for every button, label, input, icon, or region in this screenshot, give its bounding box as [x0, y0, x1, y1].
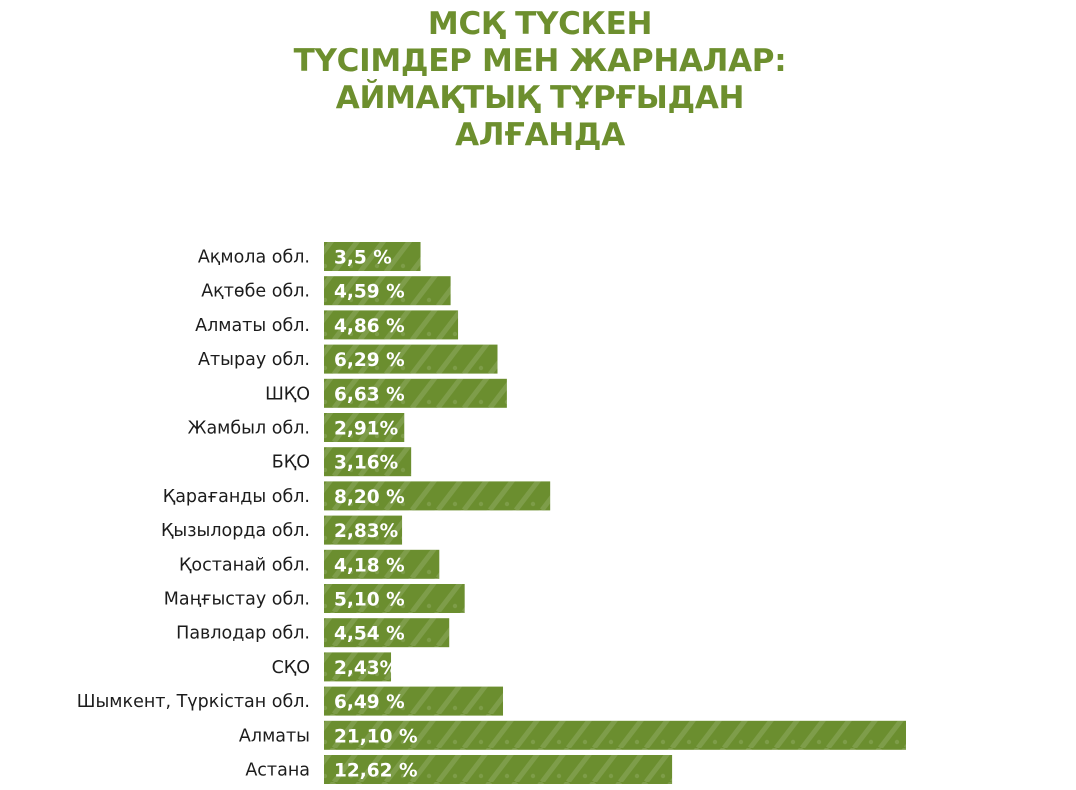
- category-label: Қарағанды обл.: [163, 487, 310, 507]
- bar-texture: [324, 344, 498, 374]
- category-label: Қостанай обл.: [179, 555, 310, 575]
- bar-texture: [324, 652, 392, 682]
- category-label: Ақтөбе обл.: [201, 282, 310, 302]
- title-line-4: АЛҒАНДА: [455, 117, 625, 153]
- bar-texture: [324, 549, 440, 579]
- bar: [324, 276, 451, 306]
- bar-texture: [324, 584, 465, 613]
- value-label: 6,29 %: [334, 350, 405, 371]
- title-line-3: АЙМАҚТЫҚ ТҰРҒЫДАН: [335, 80, 745, 116]
- value-label: 4,54 %: [334, 624, 405, 645]
- bar-texture: [324, 413, 405, 442]
- value-labels: 3,5 % 4,59 % 4,86 % 6,29 % 6,63 % 2,91% 3,16% 8…: [334, 248, 418, 782]
- bar: [324, 310, 459, 340]
- value-label: 4,18 %: [334, 555, 405, 576]
- value-label: 6,49 %: [334, 692, 405, 713]
- bar: [324, 515, 403, 545]
- title-line-1: МСҚ ТҮСКЕН: [427, 6, 653, 42]
- bar: [324, 413, 405, 442]
- category-label: Жамбыл обл.: [188, 419, 310, 439]
- category-label: СҚО: [272, 658, 310, 678]
- bars-group: [324, 242, 906, 784]
- value-label: 8,20 %: [334, 487, 405, 508]
- value-label: 6,63 %: [334, 384, 405, 405]
- category-label: БҚО: [272, 453, 310, 473]
- bar-texture: [324, 720, 906, 750]
- bar-texture: [324, 618, 450, 648]
- value-label: 21,10 %: [334, 726, 418, 747]
- bar: [324, 584, 465, 613]
- bar: [324, 618, 450, 648]
- bar: [324, 447, 412, 477]
- bar: [324, 720, 906, 750]
- bar: [324, 378, 507, 408]
- category-label: Қызылорда обл.: [161, 521, 310, 541]
- category-label: Астана: [245, 761, 310, 781]
- value-label: 2,43%: [334, 658, 398, 679]
- value-label: 4,86 %: [334, 316, 405, 337]
- category-label: Алматы: [239, 726, 310, 746]
- value-label: 12,62 %: [334, 761, 418, 782]
- value-label: 3,16%: [334, 453, 398, 474]
- bar: [324, 549, 440, 579]
- bar-texture: [324, 242, 421, 271]
- bar: [324, 686, 504, 716]
- bar-texture: [324, 378, 507, 408]
- category-label: Ақмола обл.: [198, 248, 310, 268]
- value-label: 3,5 %: [334, 248, 392, 269]
- bar-texture: [324, 481, 551, 511]
- bar: [324, 344, 498, 374]
- value-label: 2,91%: [334, 419, 398, 440]
- chart-title: МСҚ ТҮСКЕН ТҮСІМДЕР МЕН ЖАРНАЛАР: АЙМАҚТ…: [200, 6, 880, 154]
- value-label: 4,59 %: [334, 282, 405, 303]
- bar: [324, 481, 551, 511]
- bar-texture: [324, 310, 459, 340]
- bar: [324, 652, 392, 682]
- bar-texture: [324, 755, 673, 784]
- category-label: ШҚО: [265, 384, 310, 404]
- bar: [324, 755, 673, 784]
- bar-texture: [324, 447, 412, 477]
- bar-texture: [324, 515, 403, 545]
- category-label: Алматы обл.: [195, 316, 310, 336]
- value-label: 5,10 %: [334, 590, 405, 611]
- bar-texture: [324, 686, 504, 716]
- bar-texture: [324, 276, 451, 306]
- category-label: Атырау обл.: [198, 350, 310, 370]
- category-label: Павлодар обл.: [176, 624, 310, 644]
- bar: [324, 242, 421, 271]
- title-line-2: ТҮСІМДЕР МЕН ЖАРНАЛАР:: [293, 43, 787, 79]
- category-labels: Ақмола обл. Ақтөбе обл. Алматы обл. Атырау …: [77, 248, 310, 781]
- category-label: Шымкент, Түркістан обл.: [77, 692, 310, 712]
- value-label: 2,83%: [334, 521, 398, 542]
- category-label: Маңғыстау обл.: [164, 590, 310, 610]
